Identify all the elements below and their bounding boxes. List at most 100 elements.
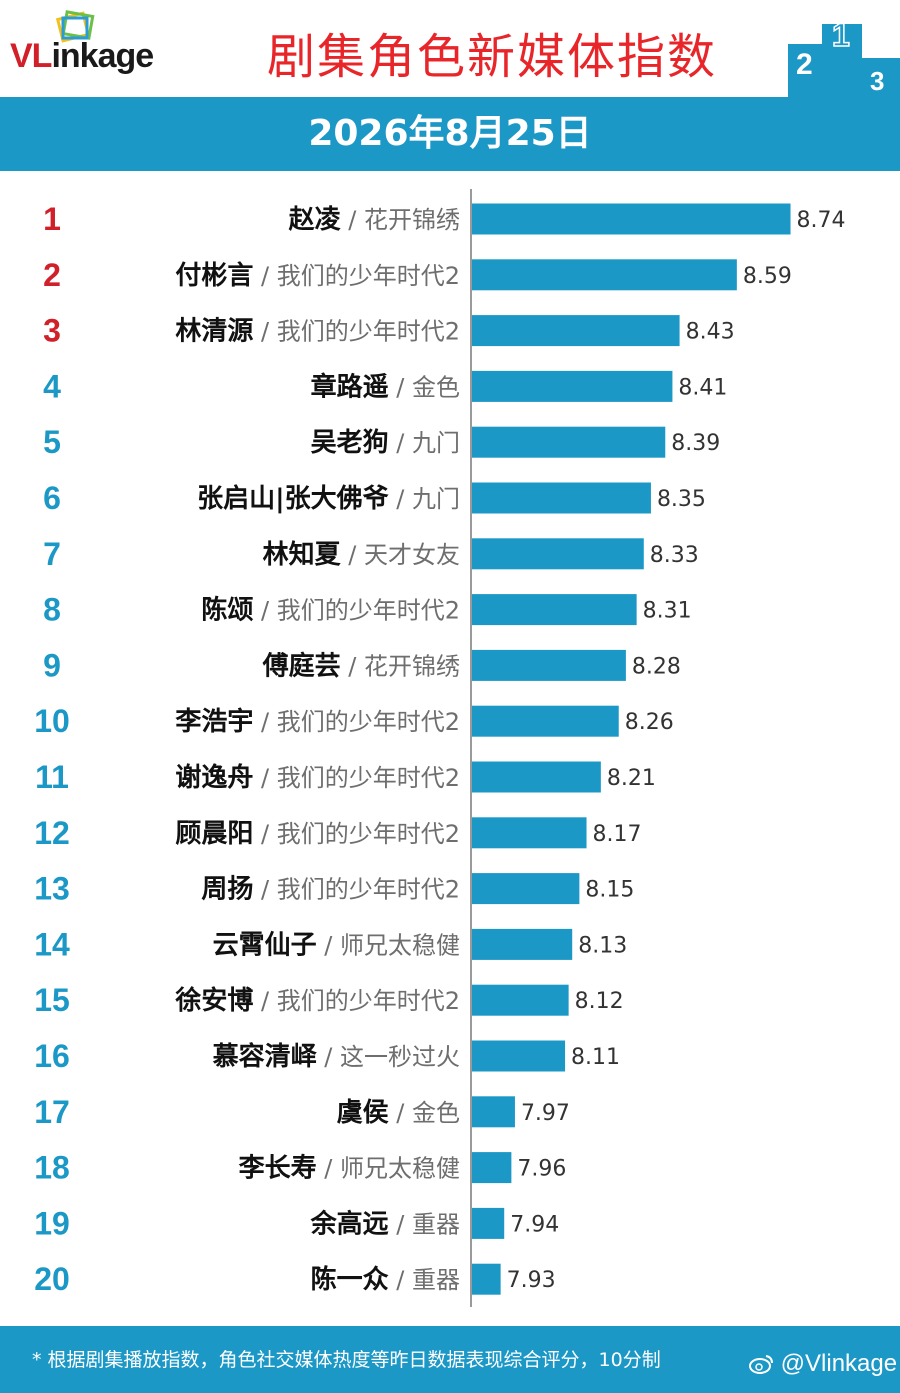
row-label: 徐安博 / 我们的少年时代2	[174, 985, 460, 1016]
rank-number: 16	[34, 1038, 70, 1074]
drama-title: / 重器	[389, 1210, 460, 1238]
drama-title: / 我们的少年时代2	[253, 597, 460, 625]
drama-title: / 师兄太稳健	[317, 1155, 460, 1183]
character-name: 李长寿	[238, 1154, 317, 1184]
weibo-credit: @Vlinkage	[748, 1348, 897, 1380]
character-name: 林知夏	[263, 540, 342, 570]
rank-number: 17	[34, 1094, 70, 1130]
bar	[472, 873, 580, 905]
row-label: 虞侯 / 金色	[337, 1098, 460, 1128]
row-label: 余高远 / 重器	[310, 1208, 460, 1239]
rank-number: 5	[43, 424, 61, 460]
character-name: 慕容清峄	[213, 1041, 318, 1072]
header: VLinkage 剧集角色新媒体指数 2 1 3	[0, 0, 900, 97]
row-label: 章路遥 / 金色	[311, 371, 460, 402]
row-label: 张启山|张大佛爷 / 九门	[197, 483, 460, 514]
bar	[472, 426, 666, 458]
row-label: 云霄仙子 / 师兄太稳健	[213, 930, 460, 960]
row-label: 顾晨阳 / 我们的少年时代2	[175, 819, 460, 849]
value-label: 8.39	[671, 431, 720, 456]
row-label: 吴老狗 / 九门	[311, 428, 460, 458]
drama-title: / 重器	[389, 1266, 460, 1294]
bar	[472, 984, 569, 1016]
rank-number: 6	[43, 480, 61, 516]
row-label: 付彬言 / 我们的少年时代2	[175, 261, 460, 291]
character-name: 陈一众	[311, 1264, 389, 1295]
row-label: 周扬 / 我们的少年时代2	[201, 875, 460, 905]
row-label: 傅庭芸 / 花开锦绣	[262, 650, 460, 681]
bar	[472, 928, 573, 960]
bar	[472, 1263, 501, 1295]
row-label: 李长寿 / 师兄太稳健	[238, 1154, 460, 1184]
podium-number-2: 2	[796, 48, 813, 81]
value-label: 8.43	[686, 320, 735, 345]
rank-number: 12	[34, 815, 70, 851]
rank-number: 15	[34, 982, 70, 1018]
character-name: 谢逸舟	[175, 762, 253, 793]
rank-number: 3	[43, 313, 61, 349]
drama-title: / 我们的少年时代2	[253, 820, 460, 848]
drama-title: / 花开锦绣	[341, 206, 460, 234]
drama-title: / 九门	[389, 485, 460, 513]
bar	[472, 761, 601, 793]
rank-number: 2	[43, 257, 61, 293]
drama-title: / 我们的少年时代2	[253, 764, 460, 792]
value-label: 8.35	[657, 487, 706, 512]
character-name: 林清源	[175, 317, 253, 347]
weibo-icon	[749, 1355, 773, 1374]
bar	[472, 315, 680, 347]
rank-number: 9	[43, 647, 61, 683]
value-label: 7.96	[517, 1157, 566, 1182]
character-name: 傅庭芸	[262, 650, 341, 681]
drama-title: / 金色	[389, 373, 460, 401]
rank-number: 11	[35, 759, 69, 795]
value-label: 8.21	[607, 766, 656, 791]
character-name: 付彬言	[175, 261, 253, 291]
page-title: 剧集角色新媒体指数	[266, 29, 717, 85]
rank-number: 8	[43, 592, 61, 628]
drama-title: / 我们的少年时代2	[253, 318, 460, 346]
drama-title: / 我们的少年时代2	[253, 262, 460, 290]
logo-text-rest: inkage	[51, 37, 154, 75]
value-label: 8.28	[632, 654, 681, 679]
value-label: 8.31	[643, 599, 692, 624]
rank-number: 4	[43, 368, 61, 404]
value-label: 8.33	[650, 543, 699, 568]
character-name: 张启山|张大佛爷	[197, 483, 389, 514]
drama-title: / 我们的少年时代2	[253, 708, 460, 736]
bar	[472, 203, 791, 235]
value-label: 7.97	[521, 1101, 570, 1126]
row-label: 赵凌 / 花开锦绣	[288, 205, 460, 235]
logo-icon	[56, 10, 95, 43]
drama-title: / 金色	[389, 1099, 460, 1127]
rank-number: 1	[43, 201, 61, 237]
value-label: 8.12	[575, 989, 624, 1014]
row-label: 陈颂 / 我们的少年时代2	[201, 595, 460, 626]
row-label: 陈一众 / 重器	[311, 1264, 460, 1295]
bar	[472, 259, 737, 291]
logo-text: VLinkage	[10, 36, 154, 76]
drama-title: / 花开锦绣	[341, 652, 460, 680]
character-name: 徐安博	[174, 985, 253, 1016]
bar	[472, 649, 626, 681]
value-label: 8.15	[585, 878, 634, 903]
value-label: 8.59	[743, 264, 792, 289]
footnote: * 根据剧集播放指数，角色社交媒体热度等昨日数据表现综合评分，10分制	[32, 1349, 661, 1371]
drama-title: / 师兄太稳健	[317, 931, 460, 959]
bar	[472, 1152, 512, 1184]
row-label: 慕容清峄 / 这一秒过火	[213, 1041, 460, 1072]
bar	[472, 1096, 515, 1128]
bar	[472, 370, 673, 402]
character-name: 云霄仙子	[213, 930, 317, 960]
bar	[472, 1040, 566, 1072]
chart-rows: 1 赵凌 / 花开锦绣 8.74 2 付彬言 / 我们的少年时代2 8.59 3 林清源 / …	[34, 201, 845, 1297]
row-label: 李浩宇 / 我们的少年时代2	[174, 707, 460, 737]
rank-number: 14	[34, 926, 70, 962]
bar	[472, 705, 619, 737]
value-label: 8.11	[571, 1045, 620, 1070]
bar	[472, 594, 637, 626]
character-name: 周扬	[201, 875, 253, 905]
character-name: 吴老狗	[311, 428, 389, 458]
character-name: 章路遥	[311, 371, 389, 402]
podium-number-1: 1	[832, 17, 850, 53]
